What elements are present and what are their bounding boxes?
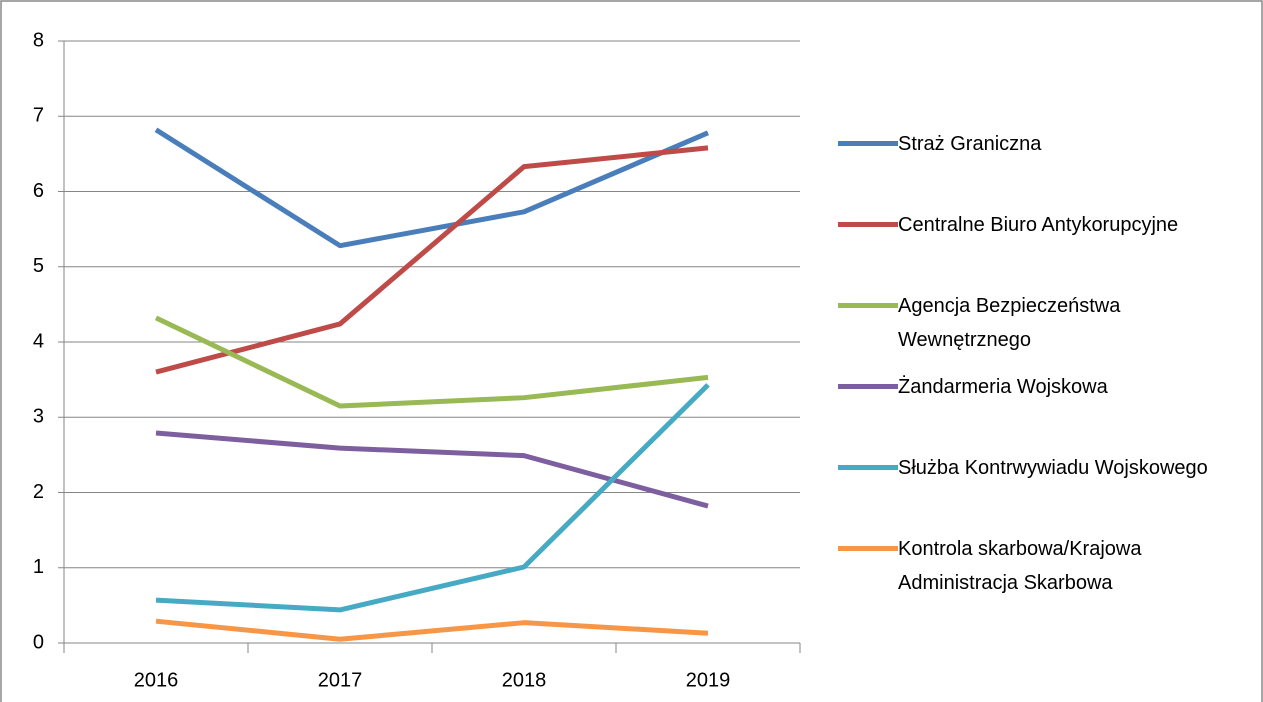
legend-swatch	[838, 546, 898, 551]
y-tick-label: 6	[33, 180, 44, 202]
legend-label: Służba Kontrwywiadu Wojskowego	[898, 457, 1208, 479]
legend-label: Straż Graniczna	[898, 133, 1042, 155]
y-tick-label: 4	[33, 330, 44, 352]
legend-entry: Centralne Biuro Antykorupcyjne	[838, 208, 1258, 242]
legend-swatch	[838, 384, 898, 389]
x-tick-label: 2019	[686, 669, 731, 691]
legend-label: Centralne Biuro Antykorupcyjne	[898, 214, 1179, 236]
legend-label: Kontrola skarbowa/Krajowa Administracja …	[898, 538, 1142, 594]
y-tick-label: 5	[33, 255, 44, 277]
x-tick-label: 2016	[134, 669, 179, 691]
legend-entry: Agencja Bezpieczeństwa Wewnętrznego	[838, 289, 1258, 357]
series-line	[155, 430, 709, 509]
series-line	[155, 618, 709, 642]
legend-label: Żandarmeria Wojskowa	[898, 376, 1108, 398]
legend-label: Agencja Bezpieczeństwa Wewnętrznego	[898, 295, 1121, 351]
legend-entry: Żandarmeria Wojskowa	[838, 370, 1258, 404]
series-line	[155, 145, 709, 375]
y-tick-label: 0	[33, 631, 44, 653]
y-tick-label: 2	[33, 481, 44, 503]
y-tick-label: 8	[33, 29, 44, 51]
y-tick-label: 7	[33, 105, 44, 127]
x-tick-label: 2017	[318, 669, 363, 691]
legend-entry: Służba Kontrwywiadu Wojskowego	[838, 451, 1258, 485]
legend-swatch	[838, 141, 898, 146]
y-tick-label: 3	[33, 406, 44, 428]
legend-swatch	[838, 303, 898, 308]
legend-entry: Straż Graniczna	[838, 127, 1258, 161]
y-tick-label: 1	[33, 556, 44, 578]
legend-swatch	[838, 465, 898, 470]
legend-entry: Kontrola skarbowa/Krajowa Administracja …	[838, 532, 1258, 600]
legend-swatch	[838, 222, 898, 227]
series-line	[154, 127, 709, 249]
x-tick-label: 2018	[502, 669, 547, 691]
series-line	[155, 383, 710, 613]
series-line	[154, 315, 709, 409]
